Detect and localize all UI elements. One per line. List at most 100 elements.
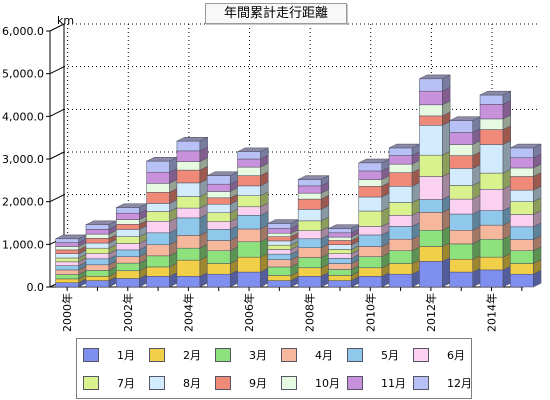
bar-front <box>55 265 79 271</box>
bar-segment <box>297 216 330 232</box>
bar-front <box>449 198 473 215</box>
bar-front <box>206 229 231 241</box>
bar-front <box>237 228 261 243</box>
bar-front <box>206 240 231 251</box>
bar-front <box>55 261 79 266</box>
bar-front <box>419 176 443 200</box>
bar-stack <box>85 220 117 288</box>
bar-front <box>510 214 534 228</box>
bar-front <box>297 185 322 194</box>
bar-front <box>176 150 201 162</box>
x-tick-label: 2014年 <box>485 293 499 332</box>
bar-front <box>85 247 110 254</box>
bar-front <box>479 189 504 211</box>
bar-front <box>510 273 534 288</box>
bar-front <box>358 226 383 236</box>
bar-front <box>146 266 170 277</box>
bar-front <box>510 250 534 264</box>
bar-front <box>267 275 292 281</box>
bar-front <box>146 171 170 184</box>
bar-segment <box>358 230 390 247</box>
bar-front <box>116 212 140 220</box>
bar-front <box>116 236 140 244</box>
bar-front <box>358 179 383 187</box>
bar-front <box>116 256 140 264</box>
bar-front <box>419 212 443 231</box>
bar-segment <box>419 257 451 288</box>
bar-front <box>297 247 322 258</box>
bar-front <box>358 186 383 198</box>
bar-front <box>116 224 140 230</box>
bar-front <box>55 274 79 280</box>
bar-front <box>267 232 292 237</box>
bar-segment <box>419 121 451 156</box>
bar-segment <box>479 100 511 120</box>
bar-front <box>237 271 261 288</box>
legend-label: 11月 <box>381 377 406 390</box>
bar-segment <box>449 239 481 260</box>
bar-side <box>442 257 451 288</box>
bar-front <box>419 104 443 117</box>
bar-front <box>358 246 383 257</box>
bar-front <box>328 253 352 259</box>
bar-front <box>146 244 170 257</box>
bar-segment <box>176 165 208 184</box>
bar-front <box>479 238 504 258</box>
bar-top <box>479 90 511 96</box>
bar-front <box>388 263 413 275</box>
bar-front <box>297 209 322 222</box>
legend-label: 5月 <box>381 349 399 362</box>
bar-segment <box>358 192 390 212</box>
bar-front <box>176 207 201 219</box>
bar-segment <box>237 191 269 208</box>
bar-front <box>267 228 292 234</box>
bar-front <box>267 240 292 246</box>
bar-front <box>146 276 170 288</box>
bar-front <box>328 275 352 281</box>
bar-segment <box>297 253 330 269</box>
bar-front <box>55 253 79 259</box>
bar-front <box>358 276 383 288</box>
legend-label: 8月 <box>183 377 201 390</box>
bar-front <box>146 255 170 268</box>
bar-stack <box>449 116 481 288</box>
bar-segment <box>237 171 269 187</box>
y-tick-label: 6,000.0 <box>2 25 44 38</box>
bar-front <box>176 217 201 236</box>
bar-front <box>267 249 292 255</box>
bar-front <box>146 232 170 246</box>
bar-segment <box>449 194 481 215</box>
bar-front <box>388 238 413 251</box>
bar-segment <box>479 265 511 288</box>
bar-front <box>116 278 140 288</box>
bar-front <box>449 132 473 145</box>
bar-front <box>419 230 443 247</box>
bar-front <box>237 175 261 187</box>
bar-front <box>479 144 504 174</box>
bar-front <box>479 172 504 190</box>
bar-front <box>297 238 322 248</box>
legend-swatch <box>413 348 429 362</box>
bar-front <box>419 125 443 156</box>
bar-side <box>502 185 511 212</box>
legend-swatch <box>83 376 99 390</box>
y-tick-label: 0.0 <box>27 281 45 294</box>
bar-stack <box>116 203 148 288</box>
bar-front <box>479 94 504 105</box>
gridline-depth <box>49 66 65 75</box>
bar-front <box>55 257 79 263</box>
bar-front <box>449 120 473 133</box>
bar-front <box>479 224 504 240</box>
bar-stack <box>328 224 360 288</box>
bar-front <box>267 223 292 229</box>
bar-front <box>328 269 352 276</box>
bar-front <box>55 278 79 283</box>
bar-top <box>298 175 329 180</box>
bar-front <box>388 186 413 203</box>
bar-stack <box>510 143 542 288</box>
bar-front <box>358 267 383 277</box>
bar-front <box>297 267 322 277</box>
bar-front <box>297 192 322 200</box>
bar-front <box>55 238 79 243</box>
bar-top <box>510 143 542 149</box>
